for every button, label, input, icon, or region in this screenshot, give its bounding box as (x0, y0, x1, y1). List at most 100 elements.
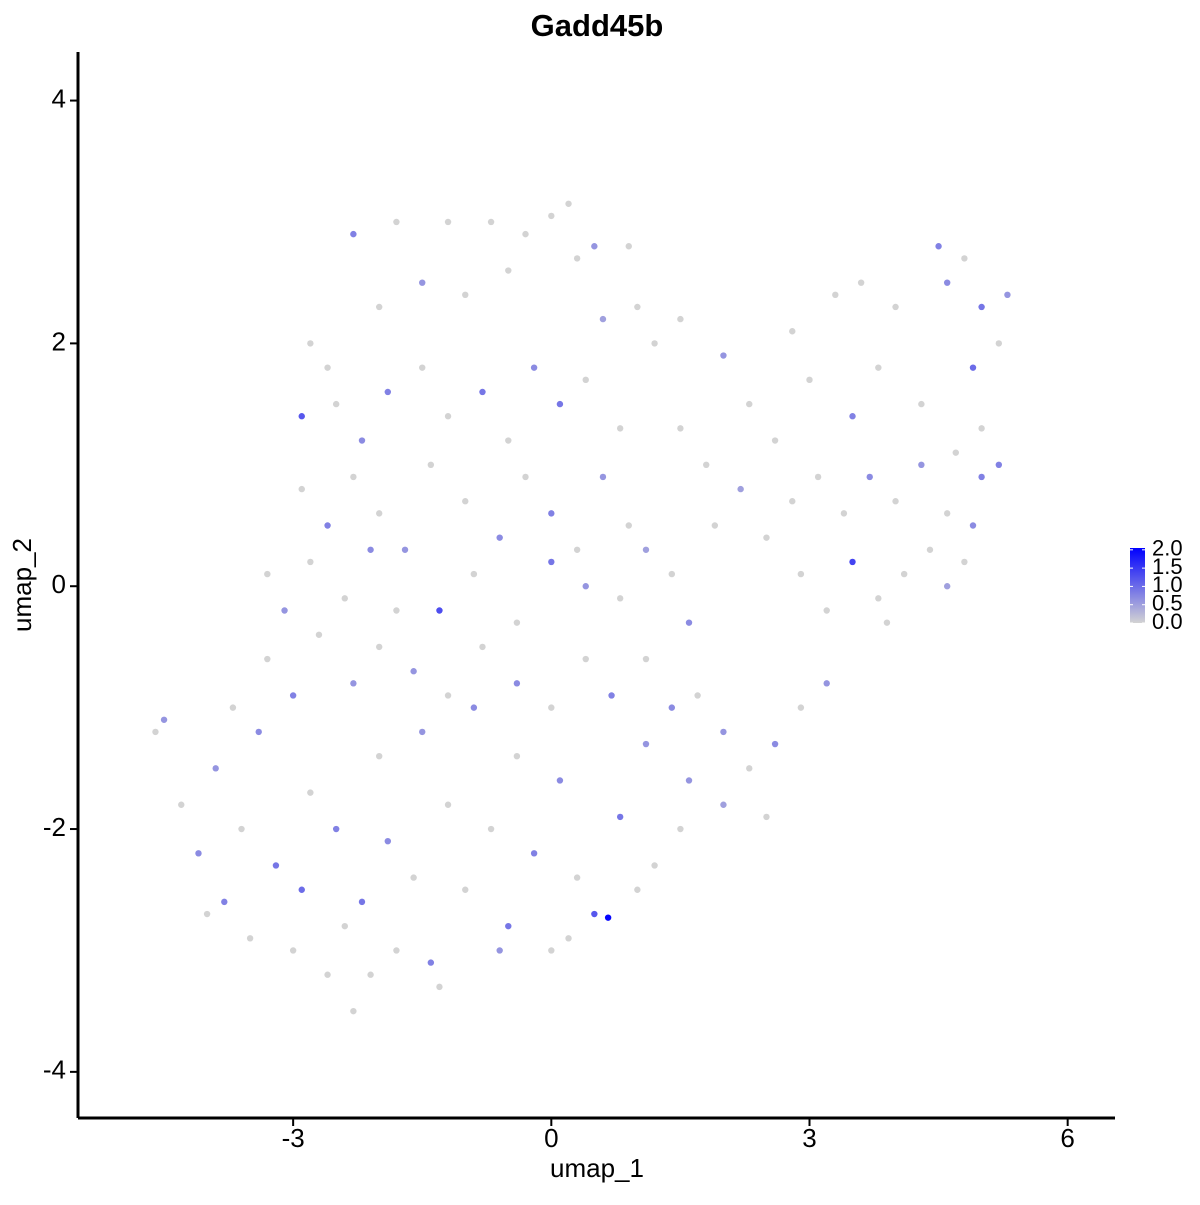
y-tick-label: 0 (52, 569, 66, 599)
point (599, 473, 607, 481)
point (849, 413, 856, 420)
point (943, 279, 951, 286)
point (995, 461, 1003, 469)
point (875, 364, 882, 371)
point (444, 218, 452, 226)
colorbar-label: 0.5 (1152, 591, 1183, 616)
point (642, 740, 650, 748)
point (393, 218, 400, 226)
point (307, 340, 314, 347)
point (401, 546, 409, 553)
point (367, 971, 374, 978)
point (264, 570, 271, 578)
point (608, 692, 615, 699)
point (668, 570, 676, 578)
point (771, 740, 779, 748)
point (763, 534, 770, 541)
point (487, 218, 495, 226)
point (814, 473, 822, 481)
point (720, 352, 727, 359)
point (720, 728, 727, 736)
point (332, 400, 340, 408)
point (350, 473, 357, 481)
point (763, 813, 770, 821)
point (505, 922, 512, 930)
y-tick-label: 2 (52, 326, 66, 356)
point (978, 473, 985, 481)
point (943, 510, 951, 517)
point (677, 315, 684, 323)
point (616, 595, 624, 602)
point (410, 874, 417, 881)
point (419, 279, 426, 286)
point (376, 303, 383, 311)
point (995, 340, 1003, 347)
point (358, 437, 366, 444)
point (324, 522, 331, 529)
point (677, 425, 684, 432)
point (522, 230, 529, 238)
point (221, 898, 228, 906)
point (358, 898, 366, 906)
point (616, 813, 624, 821)
x-tick-label: 3 (802, 1123, 816, 1153)
point (341, 922, 348, 930)
point (264, 655, 271, 663)
point (324, 971, 331, 978)
point (548, 510, 555, 517)
point (926, 546, 934, 553)
point (556, 777, 564, 784)
point (419, 364, 426, 371)
point (376, 510, 383, 517)
y-axis-title: umap_2 (7, 538, 37, 632)
point (496, 947, 503, 954)
point (883, 619, 891, 626)
colorbar-label: 1.0 (1152, 572, 1183, 597)
point (573, 874, 581, 881)
point (565, 935, 572, 942)
point (694, 692, 701, 699)
point (573, 255, 581, 262)
point (307, 789, 314, 796)
y-tick-label: 4 (52, 83, 66, 113)
point (410, 668, 417, 675)
point (746, 400, 753, 408)
y-tick-label: -4 (43, 1055, 66, 1085)
point (229, 704, 237, 711)
point (505, 437, 512, 444)
point (462, 291, 469, 299)
point (462, 498, 469, 505)
x-tick-label: 0 (544, 1123, 558, 1153)
point (470, 704, 478, 711)
point (298, 485, 305, 493)
point (642, 655, 650, 663)
point (961, 558, 968, 566)
point (892, 498, 899, 505)
point (195, 850, 202, 857)
point (479, 643, 486, 651)
point (573, 546, 581, 553)
point (315, 631, 323, 638)
point (203, 910, 211, 918)
point (444, 801, 452, 808)
point (530, 850, 538, 857)
point (616, 425, 624, 432)
point (522, 473, 529, 481)
point (548, 704, 555, 711)
point (789, 328, 796, 335)
point (677, 825, 684, 833)
point (943, 583, 951, 590)
point (892, 303, 899, 311)
point (505, 267, 512, 274)
point (840, 510, 848, 517)
point (419, 728, 426, 736)
point (350, 230, 357, 238)
point (212, 765, 219, 772)
point (367, 546, 374, 553)
point (797, 570, 805, 578)
point (496, 534, 503, 541)
point (178, 801, 185, 808)
point (462, 886, 469, 893)
point (393, 607, 400, 614)
